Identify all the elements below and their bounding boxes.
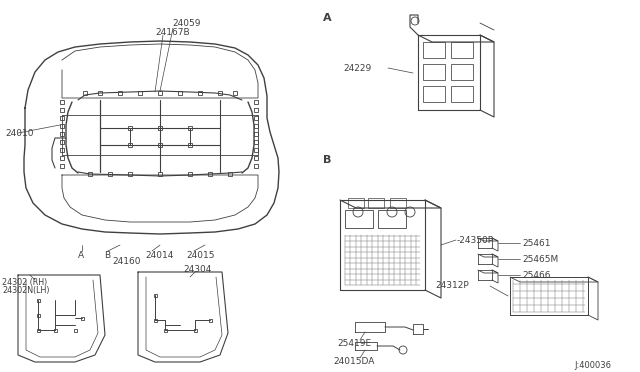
Text: J:400036: J:400036 (574, 360, 611, 369)
Bar (188, 172, 192, 176)
Bar (154, 318, 157, 321)
Bar (60, 156, 64, 160)
Bar (451, 42, 473, 58)
Text: 24059: 24059 (172, 19, 200, 28)
Bar (254, 124, 258, 128)
Bar (88, 172, 92, 176)
Bar (54, 328, 56, 331)
Bar (254, 132, 258, 136)
Bar (209, 318, 211, 321)
Bar (81, 317, 83, 320)
Bar (254, 100, 258, 104)
Bar (60, 100, 64, 104)
Text: 24015DA: 24015DA (333, 357, 374, 366)
Bar (60, 140, 64, 144)
Text: A: A (323, 13, 332, 23)
Bar (83, 91, 87, 95)
Bar (158, 172, 162, 176)
Bar (423, 42, 445, 58)
Text: 24014: 24014 (145, 250, 173, 260)
Bar (163, 328, 166, 331)
Text: 24302 (RH): 24302 (RH) (2, 278, 47, 286)
Bar (451, 86, 473, 102)
Bar (99, 91, 102, 95)
Bar (118, 91, 122, 95)
Bar (198, 91, 202, 95)
Bar (60, 148, 64, 152)
Text: 25466: 25466 (522, 270, 550, 279)
Bar (60, 164, 64, 168)
Bar (158, 126, 162, 130)
Bar (36, 298, 40, 301)
Bar (154, 294, 157, 296)
Bar (451, 64, 473, 80)
Bar (128, 172, 132, 176)
Bar (158, 91, 162, 95)
Bar (254, 164, 258, 168)
Bar (60, 116, 64, 120)
Bar (138, 91, 141, 95)
Bar (128, 126, 132, 130)
Bar (36, 328, 40, 331)
Bar (60, 132, 64, 136)
Text: B: B (323, 155, 332, 165)
Bar (390, 198, 406, 208)
Bar (233, 91, 237, 95)
Bar (188, 126, 192, 130)
Bar (108, 172, 112, 176)
Bar (60, 108, 64, 112)
Bar (378, 210, 406, 228)
Text: A: A (78, 250, 84, 260)
Bar (345, 210, 373, 228)
Bar (208, 172, 212, 176)
Bar (193, 328, 196, 331)
Text: 24010: 24010 (5, 128, 33, 138)
Bar (254, 140, 258, 144)
Bar (254, 116, 258, 120)
Text: -24350P: -24350P (457, 235, 494, 244)
Text: 24304: 24304 (183, 266, 211, 275)
Bar (423, 64, 445, 80)
Bar (423, 86, 445, 102)
Bar (158, 143, 162, 147)
Text: 24312P: 24312P (435, 282, 468, 291)
Text: 24302N(LH): 24302N(LH) (2, 286, 49, 295)
Bar (218, 91, 221, 95)
Bar (348, 198, 364, 208)
Text: 25465M: 25465M (522, 254, 558, 263)
Text: B: B (104, 250, 110, 260)
Text: 24160: 24160 (112, 257, 141, 266)
Bar (74, 328, 77, 331)
Text: 24229: 24229 (343, 64, 371, 73)
Text: 25461: 25461 (522, 238, 550, 247)
Bar (228, 172, 232, 176)
Bar (254, 148, 258, 152)
Bar (368, 198, 384, 208)
Bar (36, 314, 40, 317)
Bar (128, 143, 132, 147)
Text: 24167B: 24167B (155, 28, 189, 36)
Bar (179, 91, 182, 95)
Bar (60, 124, 64, 128)
Text: 25419E: 25419E (337, 340, 371, 349)
Bar (188, 143, 192, 147)
Bar (254, 108, 258, 112)
Bar (254, 156, 258, 160)
Text: 24015: 24015 (186, 250, 214, 260)
